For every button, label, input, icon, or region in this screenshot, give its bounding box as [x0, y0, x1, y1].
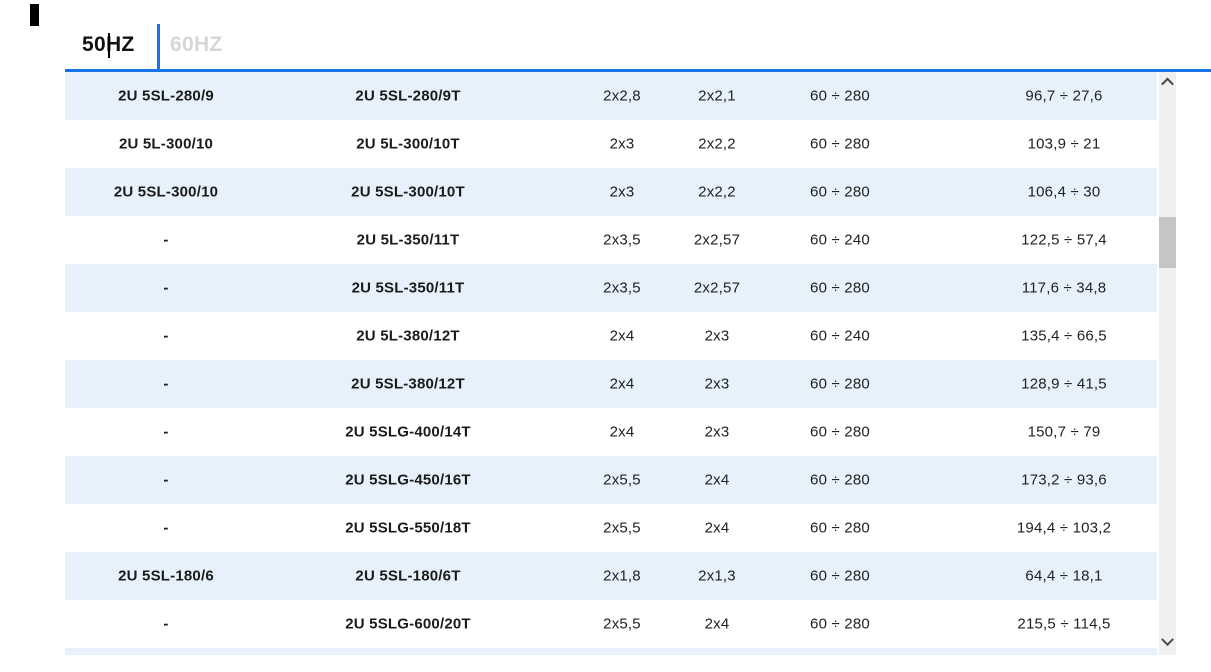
model-three-phase: 2U 5SLG-600/20T: [345, 615, 471, 633]
value-power-2: 2x3: [704, 375, 730, 393]
model-three-phase: 2U 5SLG-550/18T: [345, 519, 471, 537]
models-table: 2U 5SL-280/9 2U 5SL-280/9T 2x2,8 2x2,1 6…: [65, 72, 1157, 655]
value-range: 60 ÷ 280: [810, 87, 870, 105]
table-row: - 2U 5SL-350/11T 2x3,5 2x2,57 60 ÷ 280 1…: [65, 264, 1157, 312]
model-single: 2U 5L-300/10: [118, 135, 214, 153]
table-row: 2U 5SL-180/6 2U 5SL-180/6T 2x1,8 2x1,3 6…: [65, 552, 1157, 600]
model-single: 2U 5SL-180/6: [118, 567, 214, 585]
value-range: 60 ÷ 280: [810, 471, 870, 489]
value-power-2: 2x2,57: [693, 279, 741, 297]
model-single: -: [163, 231, 169, 249]
value-range: 60 ÷ 280: [810, 423, 870, 441]
value-range: 60 ÷ 280: [810, 279, 870, 297]
value-power-2: 2x1,3: [698, 567, 736, 585]
chevron-down-icon: [1161, 632, 1174, 646]
table-row: - 2U 5L-350/11T 2x3,5 2x2,57 60 ÷ 240 12…: [65, 216, 1157, 264]
model-single: -: [163, 279, 169, 297]
value-power-2: 2x4: [704, 471, 730, 489]
table-row: - 2U 5SLG-550/18T 2x5,5 2x4 60 ÷ 280 194…: [65, 504, 1157, 552]
value-capacity: 173,2 ÷ 93,6: [1021, 471, 1107, 489]
model-single: 2U 5SL-280/9: [118, 87, 214, 105]
value-capacity: 64,4 ÷ 18,1: [1025, 567, 1103, 585]
model-single: -: [163, 375, 169, 393]
value-power-2: 2x3: [704, 423, 730, 441]
model-three-phase: 2U 5SLG-450/16T: [345, 471, 471, 489]
model-three-phase: 2U 5SL-180/6T: [355, 567, 461, 585]
model-three-phase: 2U 5SL-300/10T: [351, 183, 465, 201]
value-range: 60 ÷ 280: [810, 135, 870, 153]
tabs-underline: [65, 69, 1211, 72]
value-capacity: 117,6 ÷ 34,8: [1021, 279, 1107, 297]
value-power-1: 2x3: [609, 135, 635, 153]
value-capacity: 106,4 ÷ 30: [1027, 183, 1101, 201]
value-power-2: 2x3: [704, 327, 730, 345]
value-power-2: 2x4: [704, 519, 730, 537]
value-power-1: 2x3,5: [603, 231, 641, 249]
model-single: -: [163, 519, 169, 537]
value-power-1: 2x4: [609, 375, 635, 393]
table-row: 2U 5L-300/10 2U 5L-300/10T 2x3 2x2,2 60 …: [65, 120, 1157, 168]
table-row: 2U 5SL-280/9 2U 5SL-280/9T 2x2,8 2x2,1 6…: [65, 72, 1157, 120]
value-capacity: 194,4 ÷ 103,2: [1016, 519, 1112, 537]
model-single: -: [163, 471, 169, 489]
tab-divider: [157, 24, 160, 69]
value-power-1: 2x4: [609, 327, 635, 345]
value-capacity: 103,9 ÷ 21: [1027, 135, 1101, 153]
value-power-2: 2x2,1: [698, 87, 736, 105]
vertical-scrollbar[interactable]: [1159, 72, 1176, 655]
value-power-1: 2x3,5: [603, 279, 641, 297]
value-capacity: 122,5 ÷ 57,4: [1021, 231, 1107, 249]
value-range: 60 ÷ 280: [810, 519, 870, 537]
model-single: 2U 5SL-300/10: [113, 183, 219, 201]
table-row: - 2U 5L-380/12T 2x4 2x3 60 ÷ 240 135,4 ÷…: [65, 312, 1157, 360]
value-power-2: 2x4: [704, 615, 730, 633]
value-power-1: 2x5,5: [603, 471, 641, 489]
table-row-partial: [65, 648, 1157, 655]
chevron-up-icon: [1161, 77, 1174, 90]
model-three-phase: 2U 5SL-380/12T: [351, 375, 465, 393]
value-capacity: 150,7 ÷ 79: [1027, 423, 1101, 441]
model-single: -: [163, 327, 169, 345]
value-power-2: 2x2,2: [698, 183, 736, 201]
scroll-up-button[interactable]: [1159, 74, 1176, 90]
value-power-1: 2x5,5: [603, 615, 641, 633]
model-single: -: [163, 423, 169, 441]
model-three-phase: 2U 5L-380/12T: [356, 327, 460, 345]
value-power-1: 2x4: [609, 423, 635, 441]
scrollbar-thumb[interactable]: [1159, 217, 1176, 268]
model-three-phase: 2U 5L-300/10T: [356, 135, 460, 153]
value-capacity: 128,9 ÷ 41,5: [1021, 375, 1107, 393]
value-range: 60 ÷ 280: [810, 615, 870, 633]
value-power-2: 2x2,57: [693, 231, 741, 249]
value-power-1: 2x1,8: [603, 567, 641, 585]
value-power-1: 2x5,5: [603, 519, 641, 537]
value-power-2: 2x2,2: [698, 135, 736, 153]
table-row: - 2U 5SL-380/12T 2x4 2x3 60 ÷ 280 128,9 …: [65, 360, 1157, 408]
scroll-down-button[interactable]: [1159, 632, 1176, 650]
model-three-phase: 2U 5L-350/11T: [356, 231, 460, 249]
black-rectangle-artifact: [30, 4, 39, 26]
table-row: 2U 5SL-300/10 2U 5SL-300/10T 2x3 2x2,2 6…: [65, 168, 1157, 216]
model-three-phase: 2U 5SL-280/9T: [355, 87, 461, 105]
value-capacity: 135,4 ÷ 66,5: [1021, 327, 1107, 345]
value-power-1: 2x2,8: [603, 87, 641, 105]
text-cursor: [108, 33, 110, 58]
value-range: 60 ÷ 280: [810, 567, 870, 585]
model-single: -: [163, 615, 169, 633]
tab-60hz[interactable]: 60HZ: [170, 33, 223, 56]
value-range: 60 ÷ 240: [810, 231, 870, 249]
model-three-phase: 2U 5SLG-400/14T: [345, 423, 471, 441]
table-row: - 2U 5SLG-600/20T 2x5,5 2x4 60 ÷ 280 215…: [65, 600, 1157, 648]
model-three-phase: 2U 5SL-350/11T: [351, 279, 465, 297]
value-power-1: 2x3: [609, 183, 635, 201]
value-range: 60 ÷ 240: [810, 327, 870, 345]
value-capacity: 96,7 ÷ 27,6: [1025, 87, 1103, 105]
value-range: 60 ÷ 280: [810, 183, 870, 201]
value-range: 60 ÷ 280: [810, 375, 870, 393]
table-row: - 2U 5SLG-400/14T 2x4 2x3 60 ÷ 280 150,7…: [65, 408, 1157, 456]
value-capacity: 215,5 ÷ 114,5: [1017, 615, 1111, 633]
table-row: - 2U 5SLG-450/16T 2x5,5 2x4 60 ÷ 280 173…: [65, 456, 1157, 504]
